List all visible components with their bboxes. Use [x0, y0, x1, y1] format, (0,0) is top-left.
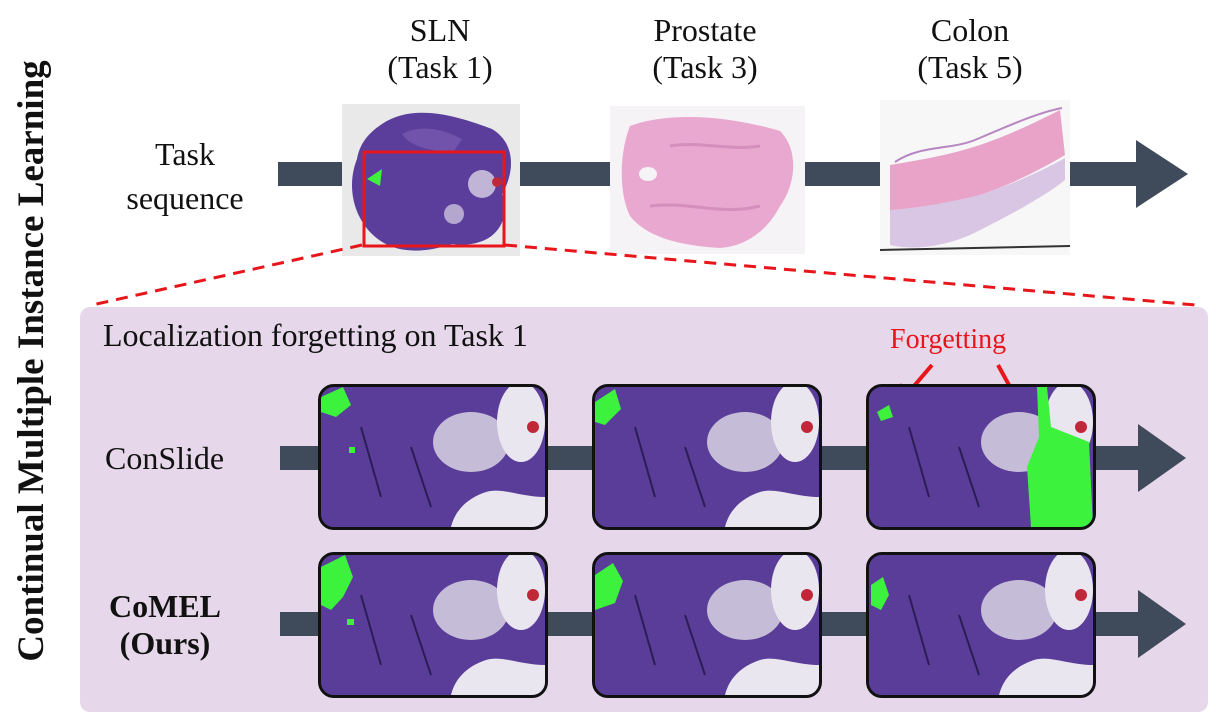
task-sub: (Task 3) — [652, 49, 758, 85]
task-header-prostate: Prostate (Task 3) — [605, 12, 805, 86]
row-label-conslide: ConSlide — [105, 440, 225, 476]
task-sub: (Task 1) — [387, 49, 493, 85]
task-header-sln: SLN (Task 1) — [340, 12, 540, 86]
forgetting-label: Forgetting — [890, 324, 1007, 355]
task-sequence-label: Task sequence — [126, 136, 244, 216]
task-sequence-arrowhead-icon — [1136, 140, 1188, 208]
row-label-comel-line1: CoMEL — [109, 588, 221, 624]
comel-tile-3 — [866, 552, 1096, 698]
task-name: Colon — [930, 12, 1010, 48]
comel-tile-1 — [318, 552, 548, 698]
task-name: SLN — [409, 12, 471, 48]
conslide-tile-3 — [866, 384, 1096, 530]
row-label-comel-line2: (Ours) — [119, 625, 211, 661]
comel-arrowhead-icon — [1138, 590, 1186, 658]
task-sub: (Task 5) — [917, 49, 1023, 85]
sln-slide-thumbnail — [342, 104, 520, 256]
prostate-slide-thumbnail — [610, 106, 805, 254]
panel-title: Localization forgetting on Task 1 — [103, 317, 528, 353]
conslide-tile-2 — [592, 384, 822, 530]
conslide-arrowhead-icon — [1138, 424, 1186, 492]
conslide-tile-1 — [318, 384, 548, 530]
task-name: Prostate — [653, 12, 757, 48]
task-header-colon: Colon (Task 5) — [870, 12, 1070, 86]
row-label-comel: CoMEL (Ours) — [105, 588, 225, 662]
zoom-connector-lines — [91, 243, 1197, 307]
comel-tile-2 — [592, 552, 822, 698]
colon-slide-thumbnail — [880, 100, 1070, 255]
